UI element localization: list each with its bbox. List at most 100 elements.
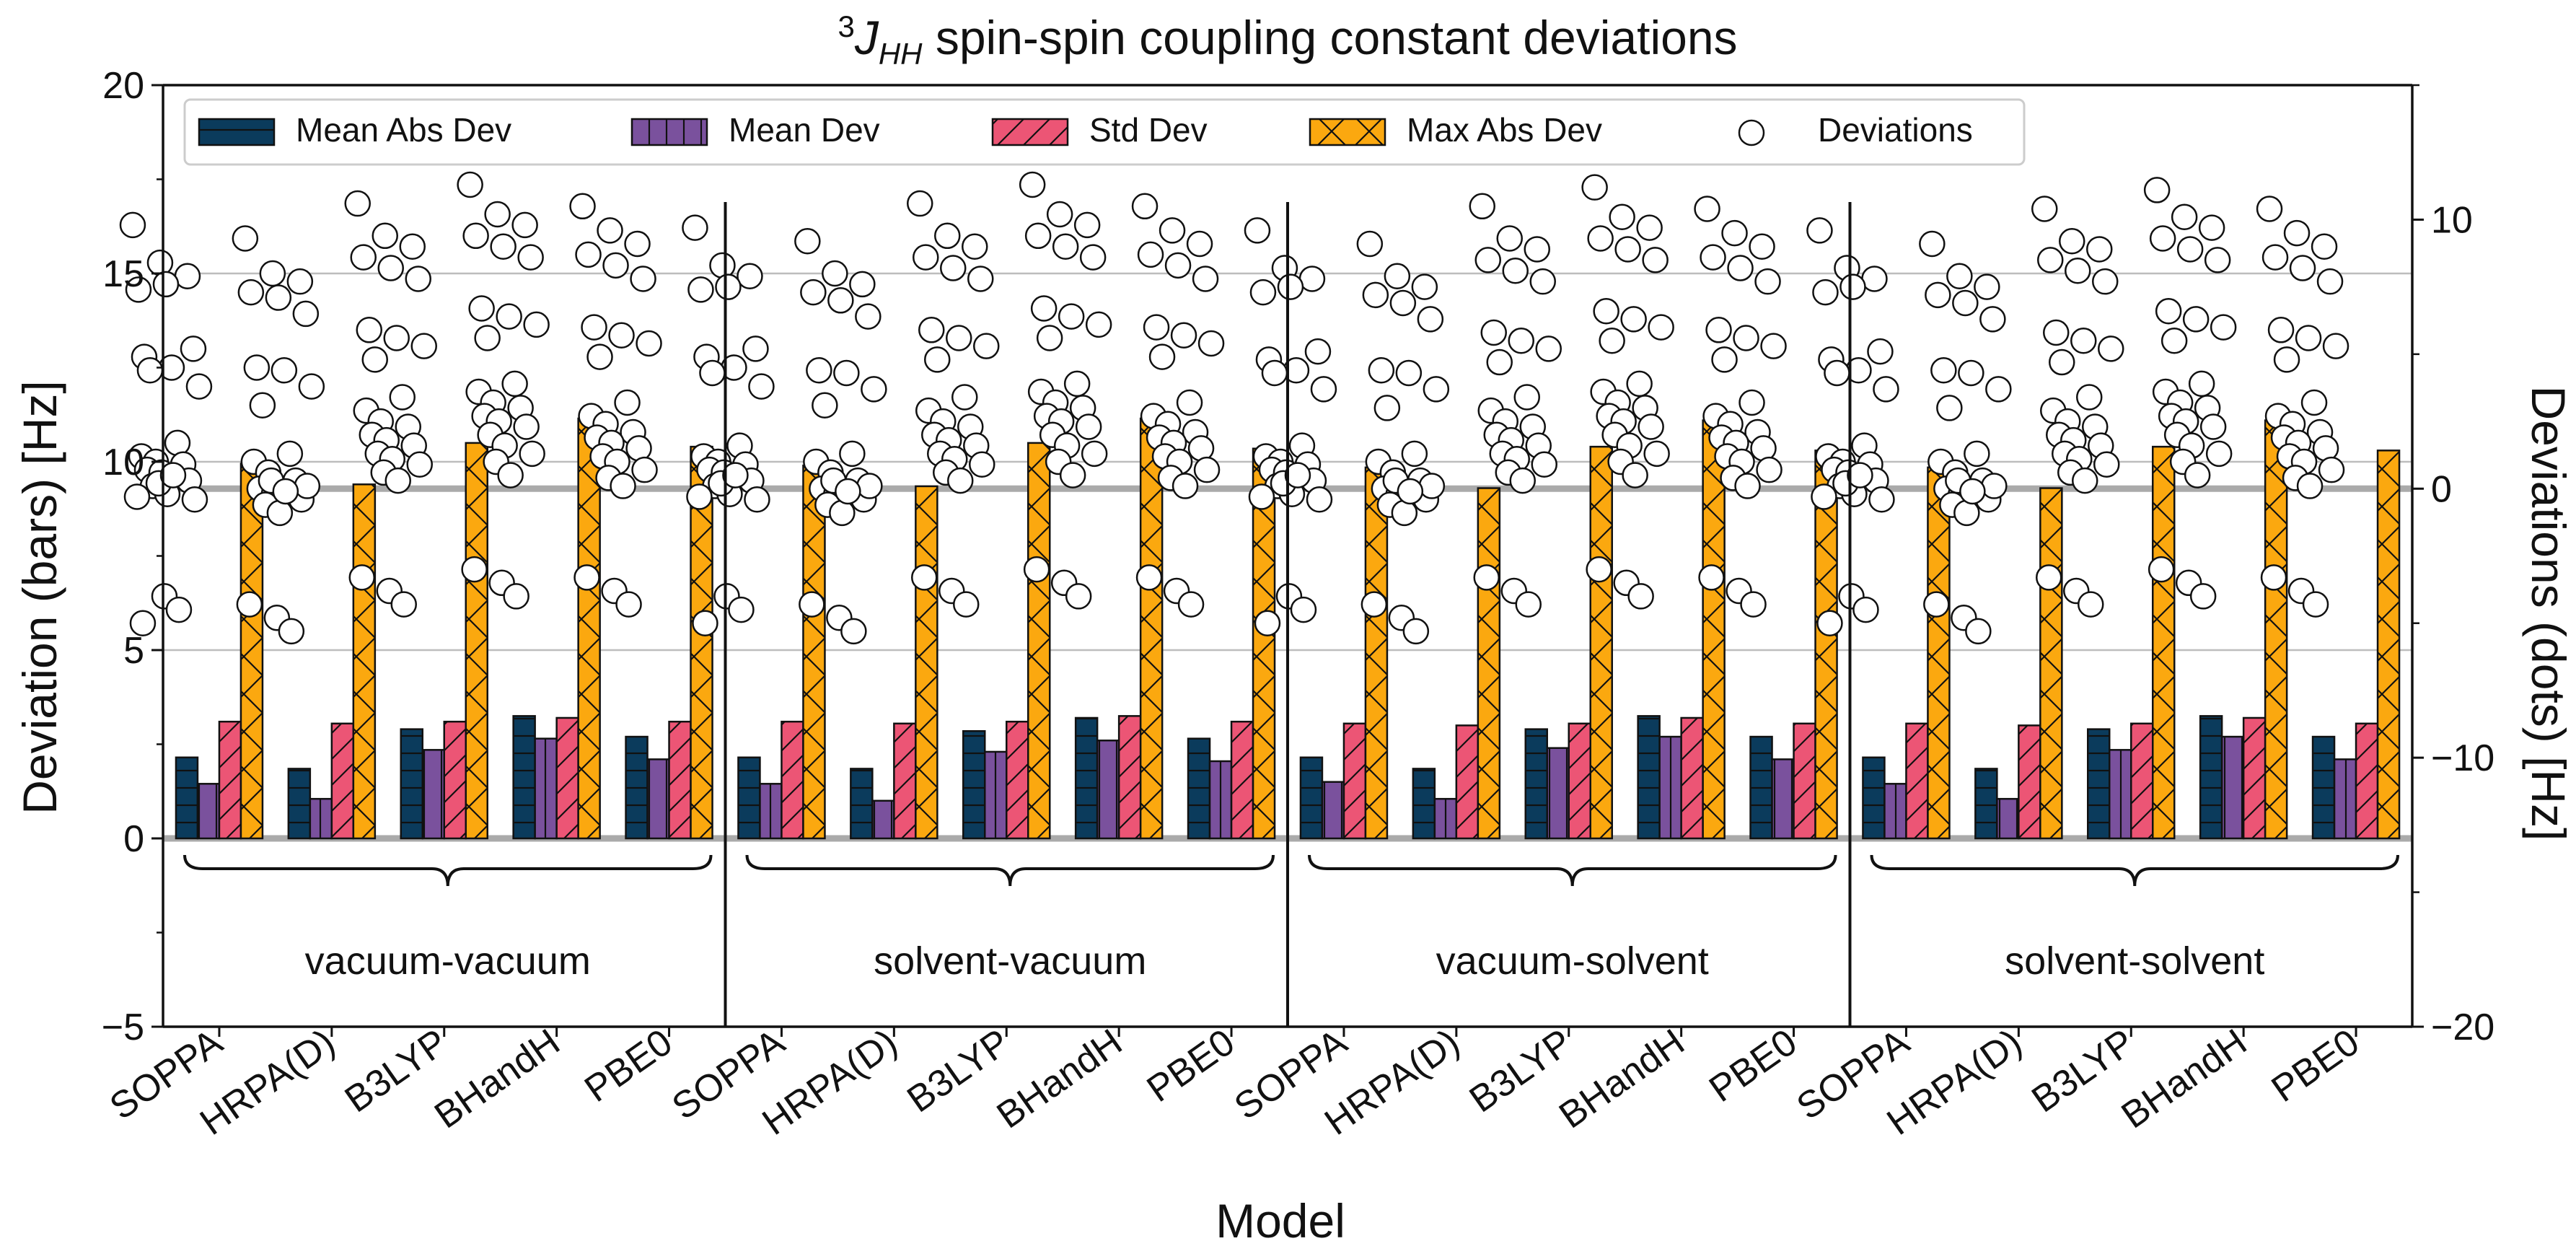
deviation-dot <box>2171 203 2198 230</box>
deviation-dot <box>682 214 708 241</box>
deviation-dot <box>406 451 433 478</box>
deviation-dot <box>2184 462 2211 488</box>
deviation-dot <box>1513 384 1540 411</box>
bar-max-abs-dev-hatch <box>1815 450 1837 838</box>
deviation-dot <box>2182 306 2210 333</box>
deviation-dot <box>298 373 325 400</box>
deviation-dot <box>1310 376 1337 403</box>
deviation-dot <box>1148 343 1176 370</box>
bar-std-dev-hatch <box>1119 716 1141 838</box>
deviation-dot <box>1867 338 1894 365</box>
deviation-dot <box>1192 266 1219 292</box>
deviation-dot <box>496 303 522 330</box>
deviation-dot <box>951 384 978 411</box>
deviation-dot <box>1626 370 1653 398</box>
deviation-dot <box>1873 376 1899 403</box>
deviation-dot <box>1740 591 1767 618</box>
deviation-dot <box>1733 325 1759 351</box>
group-brace <box>745 854 1275 887</box>
deviation-dot <box>243 354 271 381</box>
deviation-dot <box>829 499 856 527</box>
legend-frame <box>183 98 2026 166</box>
bar-std-dev-hatch <box>1006 722 1029 838</box>
deviation-dot <box>523 311 550 338</box>
deviation-dot <box>1727 255 1754 281</box>
bar-std-dev-hatch <box>2243 717 2266 838</box>
deviation-dot <box>1760 333 1787 359</box>
bar-mean-abs-dev-hatch <box>175 757 198 838</box>
bar-max-abs-dev-hatch <box>803 465 825 838</box>
y-tick-label-right: −20 <box>2431 1007 2494 1048</box>
bar-mean-abs-dev-hatch <box>2088 729 2110 838</box>
deviation-dot <box>573 564 600 591</box>
deviation-dot <box>2155 297 2182 325</box>
deviation-dot <box>1306 486 1333 513</box>
deviation-dot <box>608 322 635 349</box>
y-tick-label-left: 0 <box>123 818 144 860</box>
deviation-dot <box>2086 236 2113 263</box>
bar-std-dev-hatch <box>1231 722 1254 838</box>
title-symbol: J <box>854 11 879 64</box>
deviation-dot <box>2322 333 2349 359</box>
bar-max-abs-dev-hatch <box>690 447 713 838</box>
deviation-dot <box>715 273 742 300</box>
legend-swatch-max-abs-dev-hatch <box>1310 119 1385 145</box>
deviation-dot <box>272 478 299 505</box>
deviation-dot <box>1187 435 1215 462</box>
group-brace <box>1308 854 1837 887</box>
deviation-dot <box>2311 233 2338 260</box>
deviation-dot <box>501 370 528 398</box>
bar-max-abs-dev-hatch <box>353 484 375 838</box>
group-label: solvent-vacuum <box>874 939 1146 983</box>
legend-label-std-dev: Std Dev <box>1089 111 1208 149</box>
deviation-dot <box>356 317 382 343</box>
deviation-dot <box>1423 376 1450 403</box>
deviation-dot <box>1958 359 1984 387</box>
deviation-dot <box>1636 214 1663 241</box>
deviation-dot <box>835 478 861 505</box>
deviation-dot <box>1480 319 1507 346</box>
deviation-dot <box>2189 583 2217 610</box>
deviation-dot <box>911 564 938 591</box>
bar-mean-dev-hatch <box>1547 747 1569 838</box>
deviation-dot <box>636 330 662 357</box>
deviation-dot <box>2078 591 2104 618</box>
bar-std-dev-hatch <box>1793 723 1816 838</box>
deviation-dot <box>1290 596 1317 623</box>
x-tick-label: PBE0 <box>1702 1021 1804 1110</box>
deviation-dot <box>748 373 775 400</box>
deviation-dot <box>2273 346 2300 373</box>
y-tick-label-left: −5 <box>102 1007 144 1048</box>
bar-max-abs-dev-hatch <box>240 463 263 838</box>
deviation-dot <box>164 429 191 457</box>
bar-mean-dev-hatch <box>197 784 219 838</box>
bar-mean-abs-dev-hatch <box>1975 768 1997 838</box>
deviation-dot <box>1304 338 1332 365</box>
deviation-dot <box>2302 591 2329 618</box>
deviation-dot <box>840 618 867 645</box>
y-tick-label-right: −10 <box>2431 737 2494 779</box>
group-brace <box>1870 854 2399 887</box>
bar-mean-dev-hatch <box>2222 737 2244 838</box>
bar-mean-dev-hatch <box>872 800 894 838</box>
bar-std-dev-hatch <box>894 723 916 838</box>
deviation-dot <box>2204 247 2231 273</box>
x-tick-label: BHandH <box>2114 1021 2254 1136</box>
deviation-dot <box>1586 556 1612 583</box>
deviation-dot <box>513 413 540 440</box>
deviation-dot <box>1609 203 1635 230</box>
deviation-dot <box>728 596 755 623</box>
deviation-dot <box>581 314 607 341</box>
deviation-dot <box>687 276 714 303</box>
deviation-dot <box>827 287 854 314</box>
deviation-dot <box>249 392 276 418</box>
deviation-dot <box>292 300 320 328</box>
deviation-dot <box>602 252 629 279</box>
deviation-dot <box>1705 317 1732 343</box>
bar-max-abs-dev-hatch <box>1140 418 1163 838</box>
deviation-dot <box>1395 359 1423 387</box>
deviation-dot <box>1936 395 1963 421</box>
deviation-dot <box>497 462 524 488</box>
deviation-dot <box>1953 499 1980 527</box>
